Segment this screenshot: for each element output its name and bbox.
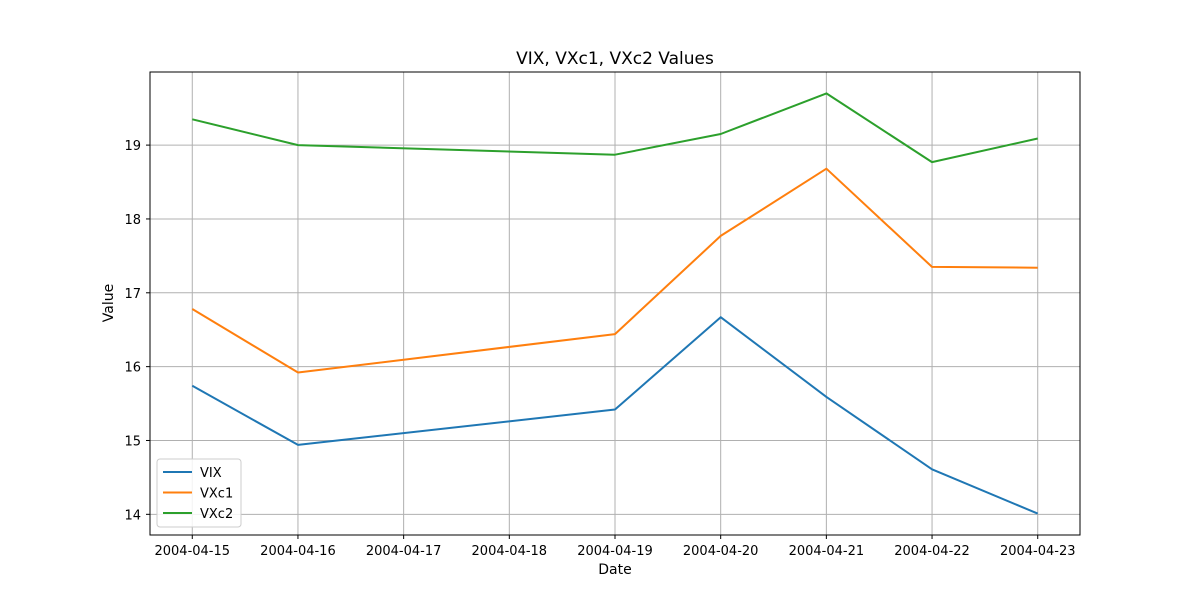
x-tick-label: 2004-04-19	[577, 544, 653, 559]
series-lines	[191, 92, 1039, 515]
series-line-vxc1	[191, 167, 1038, 374]
chart-title: VIX, VXc1, VXc2 Values	[516, 49, 714, 69]
y-tick-label: 19	[124, 139, 141, 154]
y-tick-label: 14	[124, 508, 141, 523]
series-line-vxc2	[192, 92, 1038, 164]
y-tick-label: 15	[124, 434, 141, 449]
y-tick-label: 16	[124, 361, 141, 376]
legend-label: VIX	[200, 466, 222, 481]
x-tick-label: 2004-04-18	[472, 544, 548, 559]
x-tick-label: 2004-04-23	[1000, 544, 1076, 559]
y-axis-ticks: 14 15 16 17 18 19	[124, 139, 150, 523]
y-axis-label: Value	[101, 284, 117, 322]
legend-box	[156, 458, 242, 528]
y-tick-label: 17	[124, 287, 141, 302]
x-axis-ticks: 2004-04-15 2004-04-16 2004-04-17 2004-04-18…	[154, 535, 1076, 559]
x-tick-label: 2004-04-16	[260, 544, 336, 559]
legend-label: VXc1	[200, 487, 233, 502]
x-tick-label: 2004-04-20	[683, 544, 759, 559]
x-axis-label: Date	[598, 562, 631, 578]
x-tick-label: 2004-04-15	[154, 544, 230, 559]
legend: VIX VXc1 VXc2	[156, 458, 242, 528]
legend-label: VXc2	[200, 507, 233, 522]
series-line-vix	[191, 316, 1039, 515]
x-tick-label: 2004-04-22	[894, 544, 970, 559]
grid	[150, 72, 1080, 535]
x-tick-label: 2004-04-21	[789, 544, 865, 559]
y-tick-label: 18	[124, 213, 141, 228]
x-tick-label: 2004-04-17	[366, 544, 442, 559]
